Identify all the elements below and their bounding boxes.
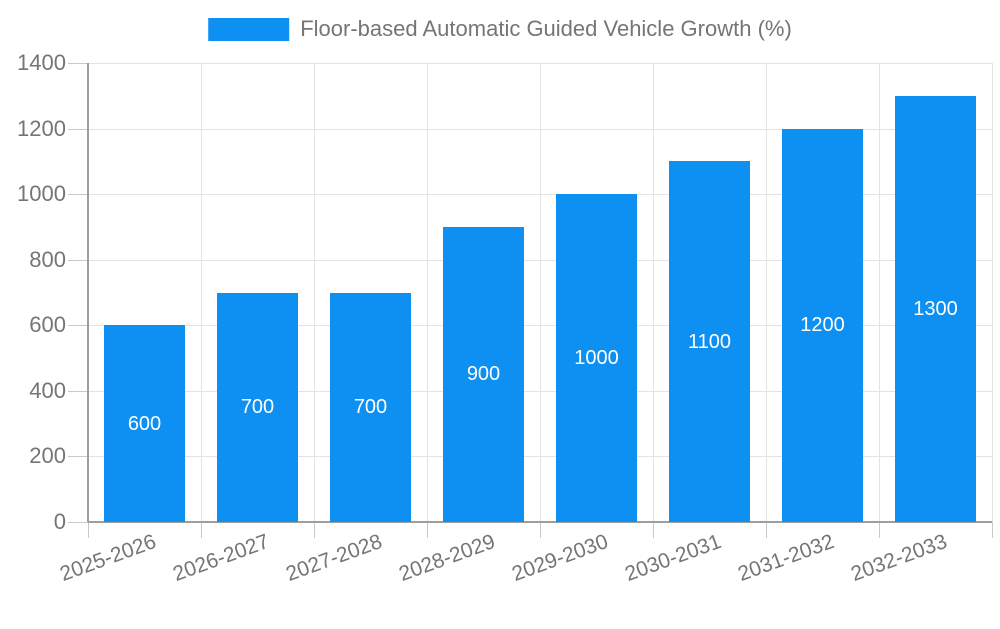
y-tick (68, 128, 88, 130)
bar-chart: Floor-based Automatic Guided Vehicle Gro… (17, 16, 993, 586)
legend[interactable]: Floor-based Automatic Guided Vehicle Gro… (208, 16, 792, 42)
x-axis-line (88, 521, 992, 523)
bar-value-label: 1100 (687, 330, 731, 353)
legend-label: Floor-based Automatic Guided Vehicle Gro… (300, 16, 792, 41)
y-axis-label: 800 (29, 246, 66, 272)
gridline-x (427, 63, 428, 522)
bar-value-label: 600 (127, 412, 162, 435)
y-axis-label: 1400 (17, 50, 66, 75)
x-tick (653, 522, 654, 538)
gridline-x (766, 63, 767, 522)
y-axis-line (87, 63, 89, 522)
y-axis-label: 0 (53, 509, 66, 534)
bar (330, 292, 411, 522)
x-tick (879, 522, 880, 538)
bar (556, 194, 637, 522)
gridline-x (653, 63, 654, 522)
legend-swatch (208, 17, 290, 41)
x-tick (992, 522, 993, 538)
bar (669, 161, 750, 522)
y-tick (68, 259, 88, 261)
y-axis-label: 1200 (17, 115, 66, 141)
x-tick (88, 522, 89, 538)
gridline-x (540, 63, 541, 522)
x-tick (540, 522, 541, 538)
x-tick (314, 522, 315, 538)
y-axis-label: 200 (29, 443, 66, 469)
gridline-x (992, 63, 993, 522)
bar-value-label: 1200 (800, 314, 845, 337)
bar-value-label: 700 (240, 396, 275, 419)
gridline-x (314, 63, 315, 522)
x-tick (766, 522, 767, 538)
y-tick (68, 325, 88, 327)
bar-value-label: 900 (466, 363, 501, 386)
x-tick (427, 522, 428, 538)
bar (895, 95, 976, 522)
bar-value-label: 700 (353, 396, 388, 419)
bar (104, 325, 185, 522)
bar (443, 226, 524, 522)
bar (217, 292, 298, 522)
gridline-x (879, 63, 880, 522)
gridline-x (201, 63, 202, 522)
y-tick (68, 522, 88, 523)
y-axis-label: 1000 (17, 181, 66, 207)
y-tick (68, 63, 88, 64)
y-tick (68, 456, 88, 458)
bar (782, 128, 863, 522)
bar-value-label: 1300 (913, 297, 958, 320)
x-tick (201, 522, 202, 538)
y-axis-label: 600 (29, 312, 66, 338)
y-tick (68, 194, 88, 196)
bar-value-label: 1000 (574, 347, 619, 370)
y-tick (68, 390, 88, 392)
y-axis-label: 400 (29, 377, 66, 403)
